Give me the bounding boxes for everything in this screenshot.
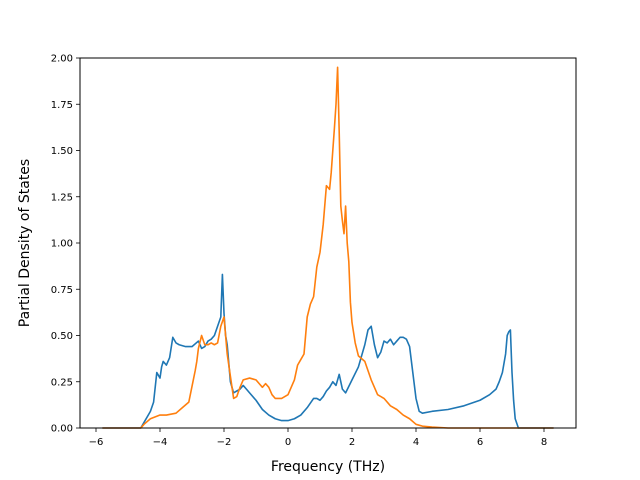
series-group [102,66,554,429]
y-tick-label: 2.00 [51,54,73,65]
x-tick-label: −2 [217,437,232,448]
y-tick-label: 1.50 [51,146,73,157]
y-axis-ticks: 0.00 0.25 0.50 0.75 1.00 1.25 1.50 1.75 2.00 [51,54,80,435]
x-tick-label: 6 [477,437,483,448]
y-tick-label: 1.75 [51,100,73,111]
x-tick-label: 0 [285,437,291,448]
x-tick-label: −4 [153,437,168,448]
x-tick-label: 4 [413,437,419,448]
x-axis-label: Frequency (THz) [271,459,385,475]
y-tick-label: 0.00 [51,424,73,435]
y-tick-label: 0.25 [51,377,73,388]
y-tick-label: 1.00 [51,239,73,250]
y-tick-label: 0.75 [51,285,73,296]
x-tick-label: −6 [89,437,104,448]
y-tick-label: 0.50 [51,331,73,342]
series-line-0 [102,273,554,429]
y-axis-label: Partial Density of States [17,159,33,327]
x-axis-ticks: −6 −4 −2 0 2 4 6 8 [89,428,547,448]
x-tick-label: 8 [541,437,547,448]
series-line-1 [102,66,554,429]
x-tick-label: 2 [349,437,355,448]
y-tick-label: 1.25 [51,192,73,203]
